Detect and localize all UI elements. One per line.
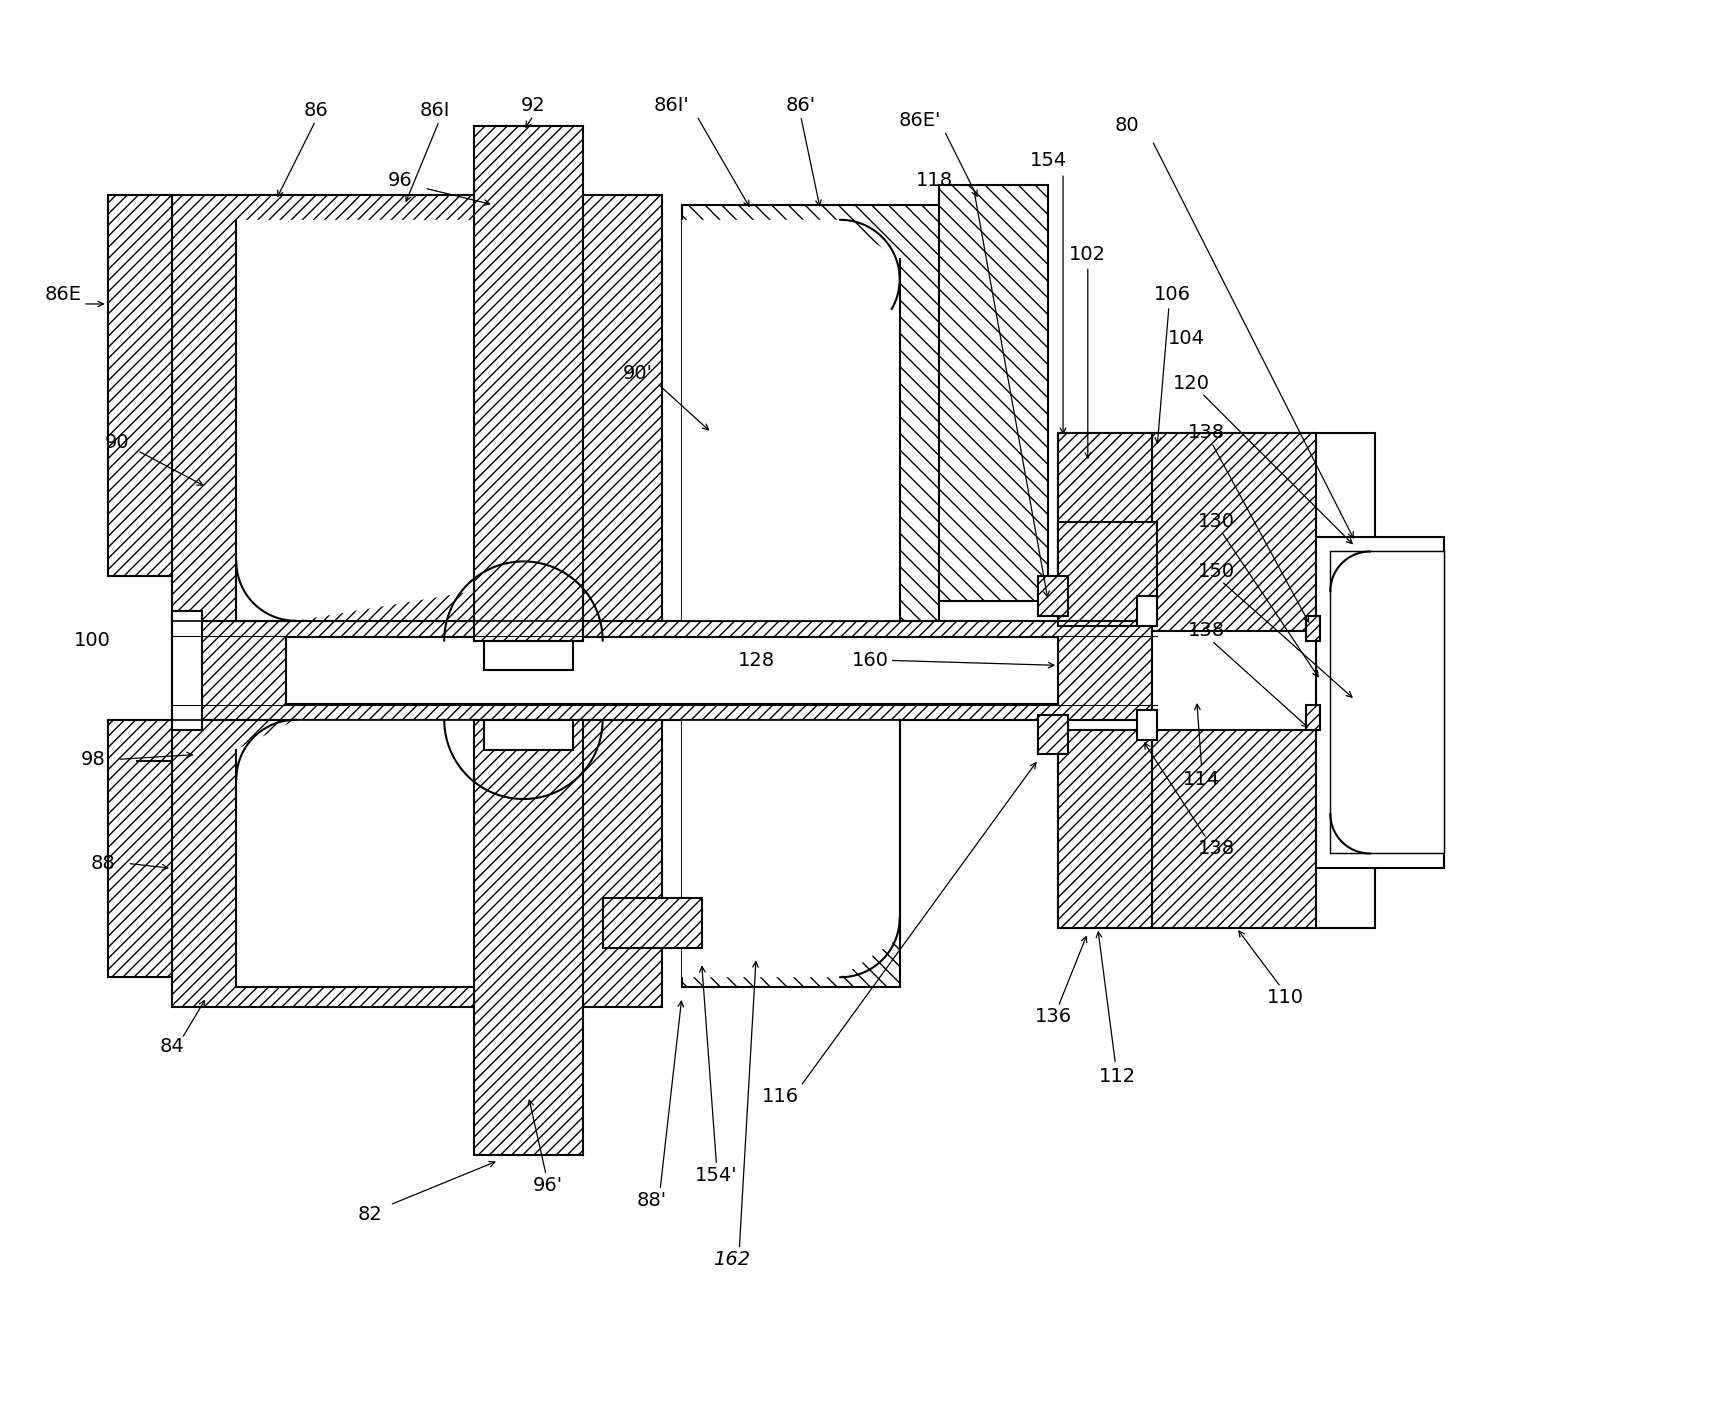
Polygon shape xyxy=(236,220,474,621)
Text: 100: 100 xyxy=(75,631,111,651)
Bar xyxy=(1038,576,1069,615)
Text: 96: 96 xyxy=(387,171,411,189)
Text: 112: 112 xyxy=(1098,1067,1136,1085)
Text: 86E: 86E xyxy=(45,285,82,304)
Bar xyxy=(1152,433,1315,928)
Bar xyxy=(1058,433,1152,625)
Polygon shape xyxy=(474,719,583,1155)
Text: 116: 116 xyxy=(762,1087,800,1106)
Bar xyxy=(1331,551,1444,854)
Polygon shape xyxy=(682,719,900,977)
Text: 88: 88 xyxy=(90,854,115,873)
Bar xyxy=(602,899,701,948)
Text: 138: 138 xyxy=(1197,838,1235,858)
Bar xyxy=(1315,537,1444,868)
Bar xyxy=(1058,522,1157,621)
Polygon shape xyxy=(108,719,172,977)
Text: 102: 102 xyxy=(1069,245,1107,264)
Polygon shape xyxy=(172,195,663,621)
Bar xyxy=(286,637,1058,704)
Text: 154: 154 xyxy=(1029,151,1067,170)
Polygon shape xyxy=(236,719,474,987)
Polygon shape xyxy=(682,719,900,987)
Text: 110: 110 xyxy=(1267,987,1305,1007)
Polygon shape xyxy=(682,205,939,621)
Polygon shape xyxy=(474,126,583,641)
Bar xyxy=(1138,596,1157,625)
Bar xyxy=(484,719,573,750)
Polygon shape xyxy=(682,220,900,621)
Bar xyxy=(1058,729,1152,928)
Text: 92: 92 xyxy=(520,97,547,115)
Text: 154': 154' xyxy=(696,1165,737,1185)
Bar xyxy=(1038,715,1069,754)
Bar xyxy=(1152,631,1315,729)
Text: 96': 96' xyxy=(533,1176,564,1195)
Text: 130: 130 xyxy=(1197,512,1235,531)
Text: 160: 160 xyxy=(852,651,888,670)
Bar xyxy=(1138,709,1157,740)
Text: 88': 88' xyxy=(637,1190,668,1210)
Text: 98: 98 xyxy=(80,750,106,768)
Text: 128: 128 xyxy=(737,651,774,670)
Polygon shape xyxy=(108,195,172,576)
Text: 114: 114 xyxy=(1183,770,1220,789)
Text: 138: 138 xyxy=(1188,423,1225,442)
Text: 120: 120 xyxy=(1173,374,1211,393)
Text: 90: 90 xyxy=(106,433,130,451)
Text: 136: 136 xyxy=(1034,1008,1072,1026)
Bar xyxy=(1306,615,1320,641)
Text: 82: 82 xyxy=(357,1206,382,1224)
Polygon shape xyxy=(939,185,1048,601)
Text: 90': 90' xyxy=(623,363,652,383)
Text: 106: 106 xyxy=(1154,285,1190,304)
Text: 86I': 86I' xyxy=(654,97,691,115)
Bar xyxy=(484,641,573,670)
Bar xyxy=(172,611,201,729)
Text: 138: 138 xyxy=(1188,621,1225,641)
Text: 84: 84 xyxy=(160,1037,184,1056)
Text: 86: 86 xyxy=(304,101,328,121)
Polygon shape xyxy=(172,719,663,1007)
Text: 80: 80 xyxy=(1116,116,1140,135)
Text: 162: 162 xyxy=(713,1251,750,1269)
Polygon shape xyxy=(172,621,1157,719)
Bar xyxy=(1306,705,1320,729)
Text: 86E': 86E' xyxy=(899,111,940,130)
Text: 104: 104 xyxy=(1168,329,1206,348)
Text: 86I: 86I xyxy=(420,101,449,121)
Text: 150: 150 xyxy=(1197,562,1235,580)
Text: 86': 86' xyxy=(786,97,815,115)
Bar xyxy=(1058,433,1374,928)
Text: 118: 118 xyxy=(916,171,953,189)
